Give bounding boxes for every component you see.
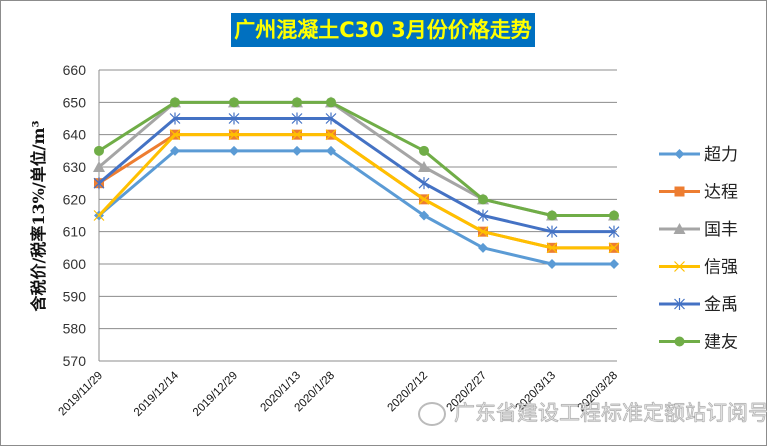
x-tick-label: 2019/11/29 [57, 370, 106, 419]
legend-label: 达程 [704, 183, 738, 203]
circle-marker [326, 97, 336, 108]
circle-marker [229, 97, 239, 108]
series-金禹 [93, 112, 620, 238]
legend-item: 信强 [659, 258, 738, 278]
star-marker [169, 112, 181, 125]
y-tick-label: 620 [63, 191, 87, 207]
series-超力 [94, 145, 619, 269]
x-marker [674, 261, 685, 272]
y-axis-label: 含税价/税率13%/单位/m³ [29, 121, 48, 312]
x-marker [477, 226, 489, 238]
x-marker [169, 129, 181, 141]
diamond-marker [419, 210, 429, 221]
star-marker [546, 225, 558, 238]
x-marker [418, 193, 430, 205]
x-marker [608, 242, 620, 254]
diamond-marker [170, 145, 180, 156]
triangle-marker [673, 223, 686, 234]
circle-marker [419, 145, 429, 156]
star-marker [228, 112, 240, 125]
circle-marker [292, 97, 302, 108]
legend-label: 信强 [704, 258, 738, 278]
legend-item: 建友 [659, 333, 738, 353]
series-信强 [93, 129, 620, 254]
star-marker [477, 209, 489, 222]
circle-marker [478, 194, 488, 205]
legend-item: 国丰 [659, 220, 738, 240]
diamond-marker [229, 145, 239, 156]
chart-title: 广州混凝土C30 3月份价格走势 [231, 13, 535, 47]
star-marker [93, 177, 105, 190]
watermark: 广东省建设工程标准定额站订阅号 [418, 397, 767, 427]
legend-item: 超力 [659, 145, 738, 165]
circle-marker [94, 145, 104, 156]
x-marker [546, 242, 558, 254]
y-tick-label: 650 [63, 94, 87, 110]
triangle-marker [418, 161, 430, 172]
y-tick-label: 570 [63, 353, 87, 369]
x-marker [93, 210, 105, 221]
legend-label: 超力 [704, 145, 738, 165]
diamond-marker [609, 259, 619, 269]
diamond-marker [478, 242, 488, 253]
star-marker [325, 112, 337, 125]
y-tick-label: 590 [63, 288, 87, 304]
series-line [98, 149, 614, 266]
circle-marker [547, 210, 557, 221]
diamond-marker [547, 259, 557, 269]
y-tick-label: 630 [63, 159, 87, 175]
legend-label: 金禹 [704, 295, 738, 315]
legend-label: 建友 [704, 333, 738, 353]
y-tick-label: 580 [63, 321, 87, 337]
diamond-marker [674, 149, 685, 159]
x-marker [228, 129, 240, 141]
series-建友 [94, 97, 619, 221]
y-tick-label: 640 [63, 127, 87, 143]
star-marker [674, 298, 685, 310]
diamond-marker [326, 145, 336, 156]
x-tick-label: 2019/12/29 [191, 370, 240, 419]
circle-marker [609, 210, 619, 221]
star-marker [291, 112, 303, 125]
triangle-marker [93, 161, 105, 172]
x-tick-label: 2019/12/14 [132, 369, 182, 419]
diamond-marker [292, 145, 302, 156]
legend-item: 达程 [659, 183, 738, 203]
square-marker [674, 186, 685, 197]
y-tick-label: 660 [63, 62, 87, 78]
y-tick-label: 600 [63, 256, 87, 272]
star-marker [608, 225, 620, 238]
circle-marker [674, 336, 685, 347]
x-marker [291, 129, 303, 141]
circle-marker [170, 97, 180, 108]
y-tick-label: 610 [63, 224, 87, 240]
legend-item: 金禹 [659, 295, 738, 315]
x-marker [325, 129, 337, 141]
legend-label: 国丰 [704, 220, 738, 240]
star-marker [418, 177, 430, 190]
watermark-text: 广东省建设工程标准定额站订阅号 [454, 401, 767, 425]
wechat-icon [418, 402, 446, 426]
